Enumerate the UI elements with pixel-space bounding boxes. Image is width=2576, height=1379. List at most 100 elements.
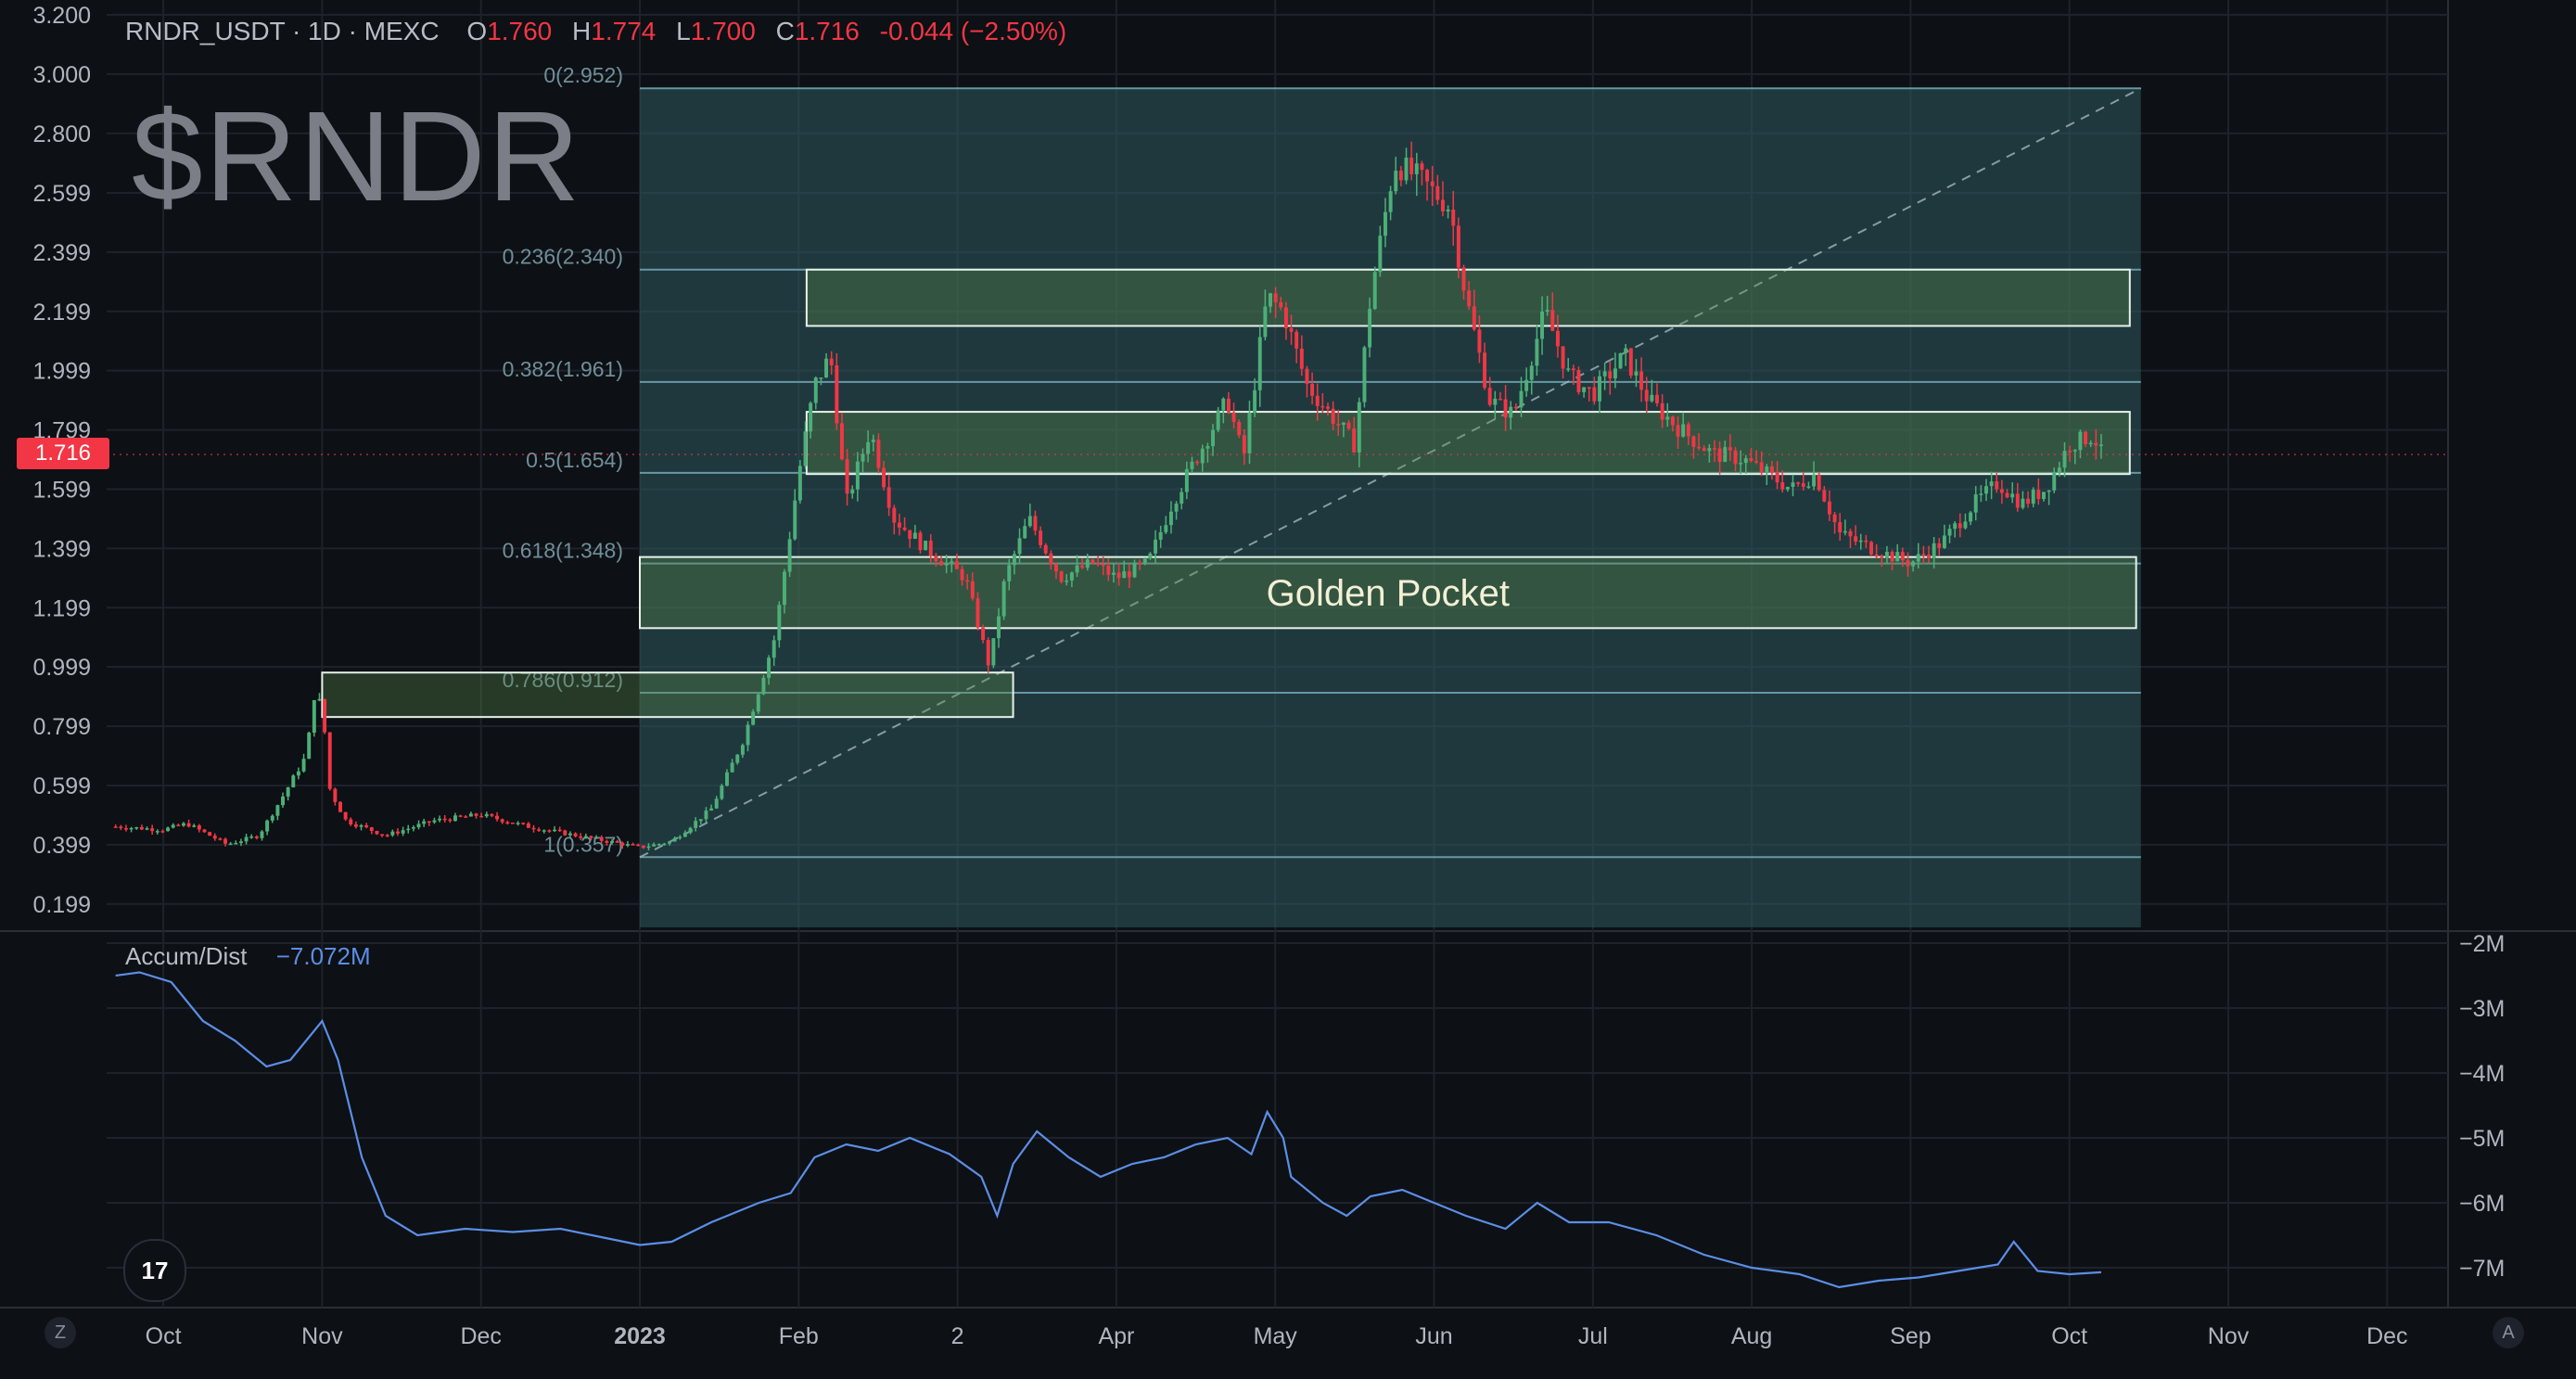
- candle-body: [579, 836, 583, 838]
- candle-body: [1012, 554, 1016, 566]
- candle-body: [819, 377, 823, 379]
- fibonacci-retracement: 0(2.952) 0.236(2.340) 0.382(1.961) 0.5(1.65…: [503, 63, 2142, 928]
- candle-body: [720, 785, 724, 799]
- candle-body: [1435, 185, 1440, 200]
- candle-body: [583, 836, 588, 838]
- candle-body: [1001, 581, 1006, 617]
- candle-body: [1958, 523, 1962, 529]
- candle-body: [2094, 442, 2098, 446]
- indicator-legend[interactable]: Accum/Dist −7.072M: [125, 942, 371, 971]
- candle-body: [1979, 493, 1983, 495]
- candle-body: [312, 700, 316, 733]
- candle-body: [1749, 458, 1753, 462]
- candle-body: [484, 813, 489, 817]
- candle-body: [839, 423, 844, 460]
- candle-body: [1305, 368, 1309, 384]
- candle-body: [557, 829, 562, 832]
- candle-body: [1874, 554, 1879, 557]
- candle-body: [709, 808, 714, 811]
- candle-body: [1973, 494, 1978, 513]
- candle-body: [1456, 225, 1460, 268]
- candle-body: [385, 835, 389, 836]
- candle-body: [1049, 553, 1053, 565]
- candle-body: [2005, 492, 2009, 498]
- candles-layer: [107, 141, 2448, 851]
- candle-body: [411, 827, 415, 829]
- candle-body: [1775, 472, 1779, 483]
- tradingview-logo-icon[interactable]: 17: [123, 1239, 186, 1302]
- candle-body: [317, 698, 322, 701]
- candle-body: [307, 732, 312, 760]
- candle-body: [1269, 293, 1272, 307]
- candle-body: [1759, 462, 1764, 473]
- candle-body: [599, 836, 604, 841]
- candle-body: [270, 815, 274, 821]
- ind-tick-label: −2M: [2459, 931, 2505, 957]
- ind-tick-label: −6M: [2459, 1191, 2505, 1217]
- candle-body: [2015, 493, 2020, 508]
- symbol-legend[interactable]: RNDR_USDT · 1D · MEXC O1.760 H1.774 L1.7…: [125, 17, 1079, 46]
- candle-body: [1827, 501, 1831, 515]
- price-tick-label: 3.000: [32, 62, 91, 88]
- candle-body: [1765, 466, 1769, 473]
- candle-body: [542, 830, 546, 832]
- candle-body: [829, 358, 834, 365]
- candle-body: [490, 813, 494, 816]
- candle-body: [1346, 422, 1351, 428]
- candle-body: [327, 732, 332, 789]
- candle-body: [704, 811, 708, 820]
- candle-body: [359, 824, 363, 827]
- candle-body: [1639, 371, 1644, 390]
- candle-body: [2062, 451, 2067, 468]
- fib-level-label: 0.236(2.340): [503, 245, 623, 269]
- auto-scale-button[interactable]: A: [2493, 1317, 2524, 1348]
- candle-body: [1602, 371, 1607, 377]
- trendline: [639, 87, 2142, 859]
- candle-body: [850, 489, 855, 494]
- fib-level-label: 0.5(1.654): [526, 448, 623, 472]
- candle-body: [1608, 371, 1613, 379]
- time-tick-label: Oct: [146, 1323, 182, 1349]
- candle-body: [1932, 543, 1936, 558]
- candle-body: [1127, 571, 1131, 578]
- candle-body: [886, 487, 891, 508]
- candle-body: [631, 844, 635, 846]
- candle-body: [2078, 431, 2083, 451]
- candle-body: [813, 377, 818, 403]
- candle-body: [970, 581, 975, 599]
- zone-resistance-mid: [805, 411, 2131, 476]
- candle-body: [1524, 379, 1529, 391]
- candle-body: [902, 527, 907, 530]
- zoom-z-button[interactable]: Z: [45, 1317, 76, 1348]
- candle-body: [1420, 163, 1424, 171]
- candle-body: [1535, 338, 1539, 366]
- candle-body: [521, 823, 526, 824]
- ohlc-close-value: 1.716: [794, 17, 860, 45]
- candle-body: [1007, 565, 1012, 581]
- candle-body: [181, 823, 185, 826]
- candle-body: [1582, 387, 1587, 392]
- candle-body: [1283, 307, 1288, 328]
- candle-body: [1947, 529, 1952, 536]
- candle-body: [1561, 346, 1565, 369]
- candle-body: [783, 571, 786, 606]
- ind-tick-label: −5M: [2459, 1126, 2505, 1152]
- candle-body: [1691, 436, 1696, 447]
- candle-body: [908, 530, 912, 540]
- candle-body: [197, 825, 201, 830]
- candle-body: [1676, 425, 1680, 437]
- candle-body: [1472, 306, 1476, 330]
- candle-body: [343, 811, 348, 820]
- price-tick-label: 1.999: [32, 359, 91, 385]
- candle-body: [730, 762, 734, 772]
- candle-body: [1832, 514, 1837, 523]
- candle-body: [547, 830, 552, 832]
- candle-body: [1540, 311, 1545, 339]
- candle-body: [427, 821, 431, 824]
- indicator-name: Accum/Dist: [125, 942, 248, 970]
- candle-body: [1890, 552, 1894, 562]
- accum-dist-layer: [115, 971, 2102, 1289]
- fib-level-label: 0.618(1.348): [503, 539, 623, 563]
- candle-body: [714, 798, 719, 809]
